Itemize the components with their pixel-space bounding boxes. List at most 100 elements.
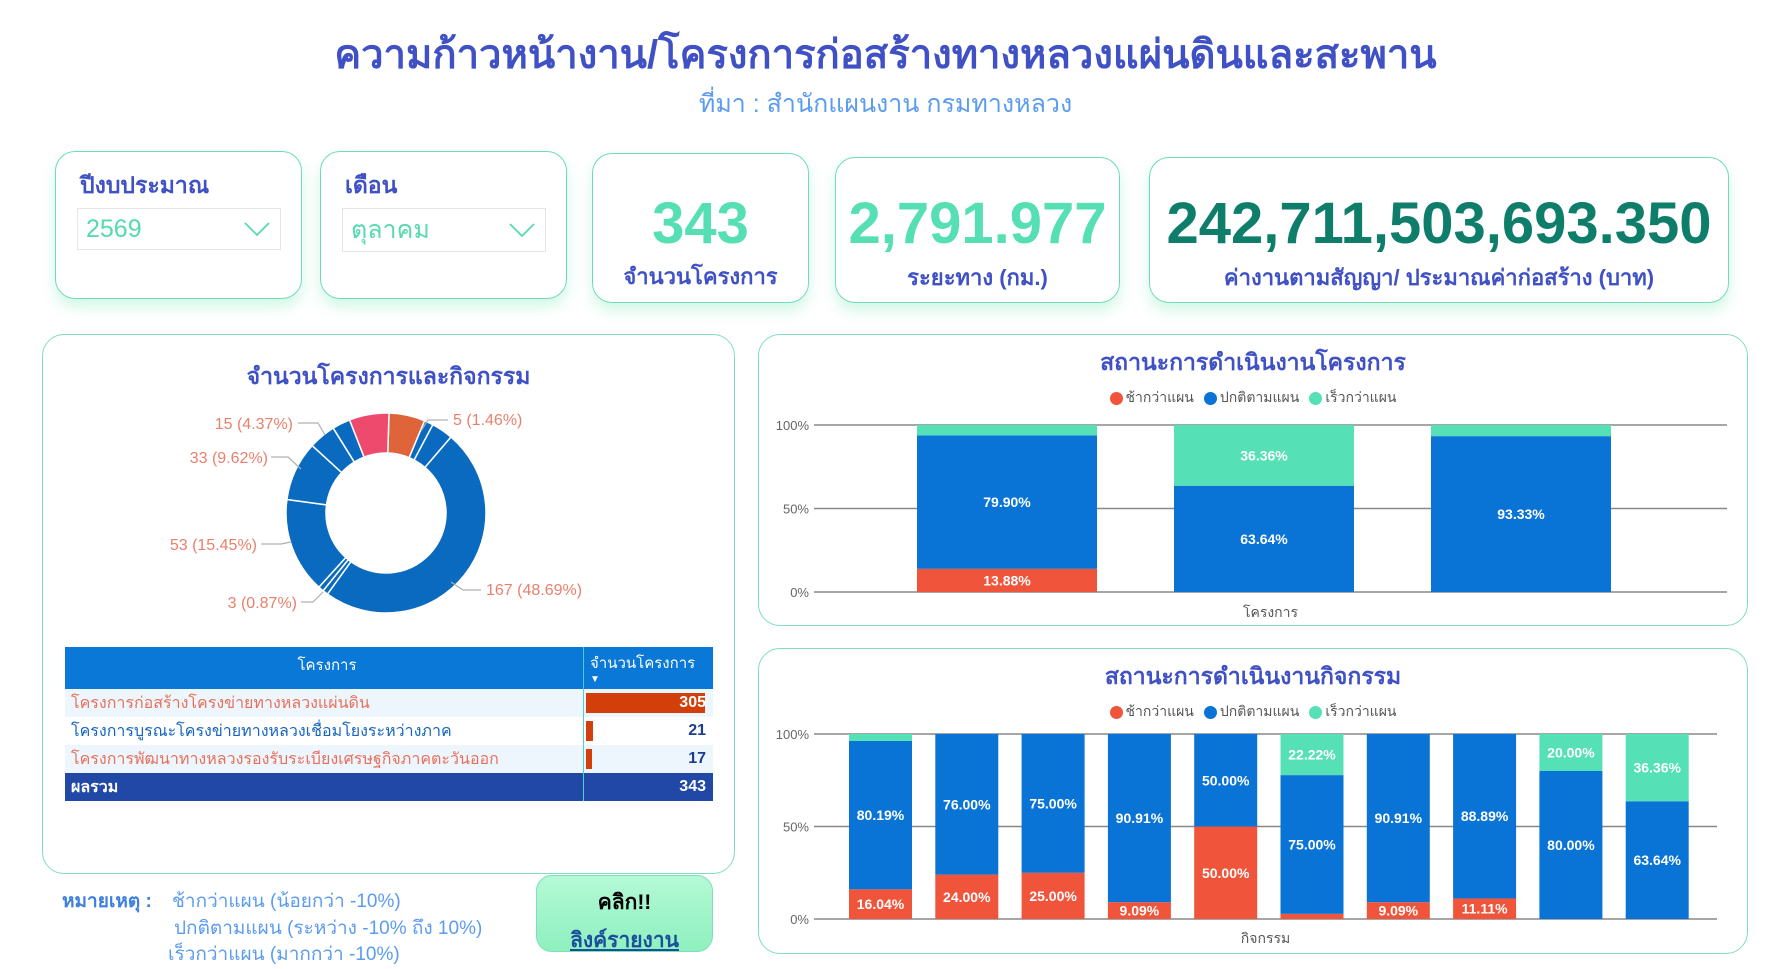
bar-segment[interactable] [935, 874, 999, 919]
legend-dot-icon [1309, 391, 1323, 405]
bar-segment[interactable] [1539, 771, 1603, 919]
bar-segment[interactable] [1431, 425, 1611, 437]
legend-item-fast[interactable]: เร็วกว่าแผน [1309, 387, 1396, 409]
report-link-button[interactable]: คลิก!! ลิงค์รายงาน [536, 875, 713, 952]
donut-label-53: 53 (15.45%) [170, 537, 257, 554]
legend-item-normal[interactable]: ปกติตามแผน [1203, 387, 1299, 409]
legend-item-slow[interactable]: ช้ากว่าแผน [1109, 387, 1194, 409]
bar-value-label: 20.00% [1547, 745, 1595, 761]
bar-value-label: 9.09% [1378, 903, 1418, 919]
bar-segment[interactable] [935, 734, 999, 875]
count-bar [586, 721, 593, 741]
bar-segment[interactable] [1539, 734, 1603, 771]
donut-label-15: 15 (4.37%) [215, 416, 293, 433]
report-link[interactable]: ลิงค์รายงาน [570, 929, 679, 952]
bar-segment[interactable] [1366, 902, 1430, 919]
bar-segment[interactable] [1107, 734, 1171, 903]
activity-status-panel: สถานะการดำเนินงานกิจกรรม ช้ากว่าแผน ปกติ… [758, 648, 1748, 954]
project-table: โครงการ จำนวนโครงการ ▼ โครงการก่อสร้างโค… [65, 647, 713, 801]
bar-segment[interactable] [917, 568, 1097, 592]
donut-slice[interactable] [348, 412, 390, 459]
bar-value-label: 90.91% [1375, 810, 1423, 826]
chart-legend: ช้ากว่าแผน ปกติตามแผน เร็วกว่าแผน [759, 387, 1747, 409]
bar-value-label: 75.00% [1029, 795, 1077, 811]
bar-segment[interactable] [1021, 872, 1085, 919]
month-dropdown-value: ตุลาคม [351, 216, 430, 244]
legend-dot-icon [1203, 391, 1217, 405]
bar-segment[interactable] [1107, 902, 1171, 919]
bar-segment[interactable] [1431, 436, 1611, 592]
total-count: 343 [583, 773, 712, 801]
month-filter-label: เดือน [345, 172, 398, 198]
bar-segment[interactable] [1194, 826, 1258, 920]
bar-segment[interactable] [849, 889, 912, 919]
click-label: คลิก!! [597, 891, 652, 914]
bar-segment[interactable] [1280, 775, 1344, 914]
project-name: โครงการก่อสร้างโครงข่ายทางหลวงแผ่นดิน [71, 694, 370, 712]
y-tick-label: 0% [790, 585, 809, 600]
legend-dot-icon [1203, 705, 1217, 719]
bar-value-label: 76.00% [943, 796, 991, 812]
bar-segment[interactable] [1021, 734, 1085, 873]
kpi-value: 242,711,503,693.350 [1166, 191, 1712, 256]
bar-segment[interactable] [1625, 801, 1689, 919]
note-line-fast: เร็วกว่าแผน (มากกว่า -10%) [168, 944, 400, 965]
bar-segment[interactable] [1366, 734, 1430, 903]
bar-segment[interactable] [1280, 734, 1344, 776]
year-dropdown[interactable]: 2569 [77, 208, 281, 250]
kpi-value: 343 [652, 191, 749, 256]
year-dropdown-value: 2569 [86, 214, 142, 243]
table-header: โครงการ จำนวนโครงการ ▼ [65, 647, 713, 689]
bar-value-label: 13.88% [983, 572, 1031, 588]
bar-segment[interactable] [849, 740, 912, 890]
bar-segment[interactable] [1453, 734, 1517, 899]
sort-desc-icon[interactable]: ▼ [590, 674, 600, 685]
column-header-count[interactable]: จำนวนโครงการ ▼ [583, 647, 712, 689]
donut-label-3: 3 (0.87%) [228, 595, 297, 612]
project-name: โครงการพัฒนาทางหลวงรองรับระเบียงเศรษฐกิจ… [71, 750, 499, 768]
bar-value-label: 36.36% [1633, 760, 1681, 776]
chevron-down-icon [244, 222, 270, 237]
kpi-value: 2,791.977 [848, 191, 1107, 256]
legend-item-normal[interactable]: ปกติตามแผน [1203, 701, 1299, 723]
x-axis-label: โครงการ [1243, 604, 1299, 620]
month-dropdown[interactable]: ตุลาคม [342, 208, 546, 252]
project-status-bar-chart[interactable]: 100% 50% 0% 13.88% 79.90% 63.64% 36.36% 93.33% โ… [759, 335, 1749, 627]
kpi-card-contract-value: 242,711,503,693.350 ค่างานตามสัญญา/ ประม… [1149, 157, 1729, 303]
bar-segment[interactable] [917, 435, 1097, 569]
bar-segment[interactable] [1453, 898, 1517, 919]
activity-status-bar-chart[interactable]: 100% 50% 0% 16.04% 80.19% 24.00% 76.00% 25.00% 7… [759, 649, 1749, 955]
bar-segment[interactable] [1280, 913, 1344, 919]
note-line-slow: ช้ากว่าแผน (น้อยกว่า -10%) [172, 891, 401, 912]
column-header-project[interactable]: โครงการ [297, 657, 357, 674]
bar-value-label: 88.89% [1461, 808, 1509, 824]
legend-item-fast[interactable]: เร็วกว่าแผน [1309, 701, 1396, 723]
donut-label-167: 167 (48.69%) [486, 582, 582, 599]
project-donut-chart[interactable]: 15 (4.37%) 5 (1.46%) 33 (9.62%) 53 (15.4… [43, 335, 736, 645]
donut-label-5: 5 (1.46%) [453, 412, 522, 429]
page-title: ความก้าวหน้างาน/โครงการก่อสร้างทางหลวงแผ… [334, 33, 1437, 77]
bar-segment[interactable] [849, 734, 912, 741]
table-row[interactable]: โครงการบูรณะโครงข่ายทางหลวงเชื่อมโยงระหว… [65, 717, 713, 745]
year-filter-label: ปีงบประมาณ [80, 172, 210, 198]
bar-segment[interactable] [1194, 734, 1258, 827]
y-tick-label: 50% [783, 502, 809, 517]
donut-slice[interactable] [326, 435, 487, 614]
kpi-card-distance: 2,791.977 ระยะทาง (กม.) [835, 157, 1120, 303]
legend-dot-icon [1109, 705, 1123, 719]
bar-value-label: 75.00% [1288, 836, 1336, 852]
y-tick-label: 50% [783, 820, 809, 835]
bar-segment[interactable] [1174, 485, 1354, 592]
table-row[interactable]: โครงการก่อสร้างโครงข่ายทางหลวงแผ่นดิน 30… [65, 689, 713, 717]
table-row[interactable]: โครงการพัฒนาทางหลวงรองรับระเบียงเศรษฐกิจ… [65, 745, 713, 773]
bar-value-label: 80.00% [1547, 837, 1595, 853]
bar-segment[interactable] [1174, 425, 1354, 486]
bar-segment[interactable] [917, 425, 1097, 436]
bar-segment[interactable] [1625, 734, 1689, 802]
project-name: โครงการบูรณะโครงข่ายทางหลวงเชื่อมโยงระหว… [71, 722, 452, 740]
bar-value-label: 63.64% [1240, 531, 1288, 547]
legend-item-slow[interactable]: ช้ากว่าแผน [1109, 701, 1194, 723]
project-count: 21 [583, 717, 712, 745]
kpi-label: ระยะทาง (กม.) [907, 265, 1048, 290]
bar-value-label: 93.33% [1497, 506, 1545, 522]
